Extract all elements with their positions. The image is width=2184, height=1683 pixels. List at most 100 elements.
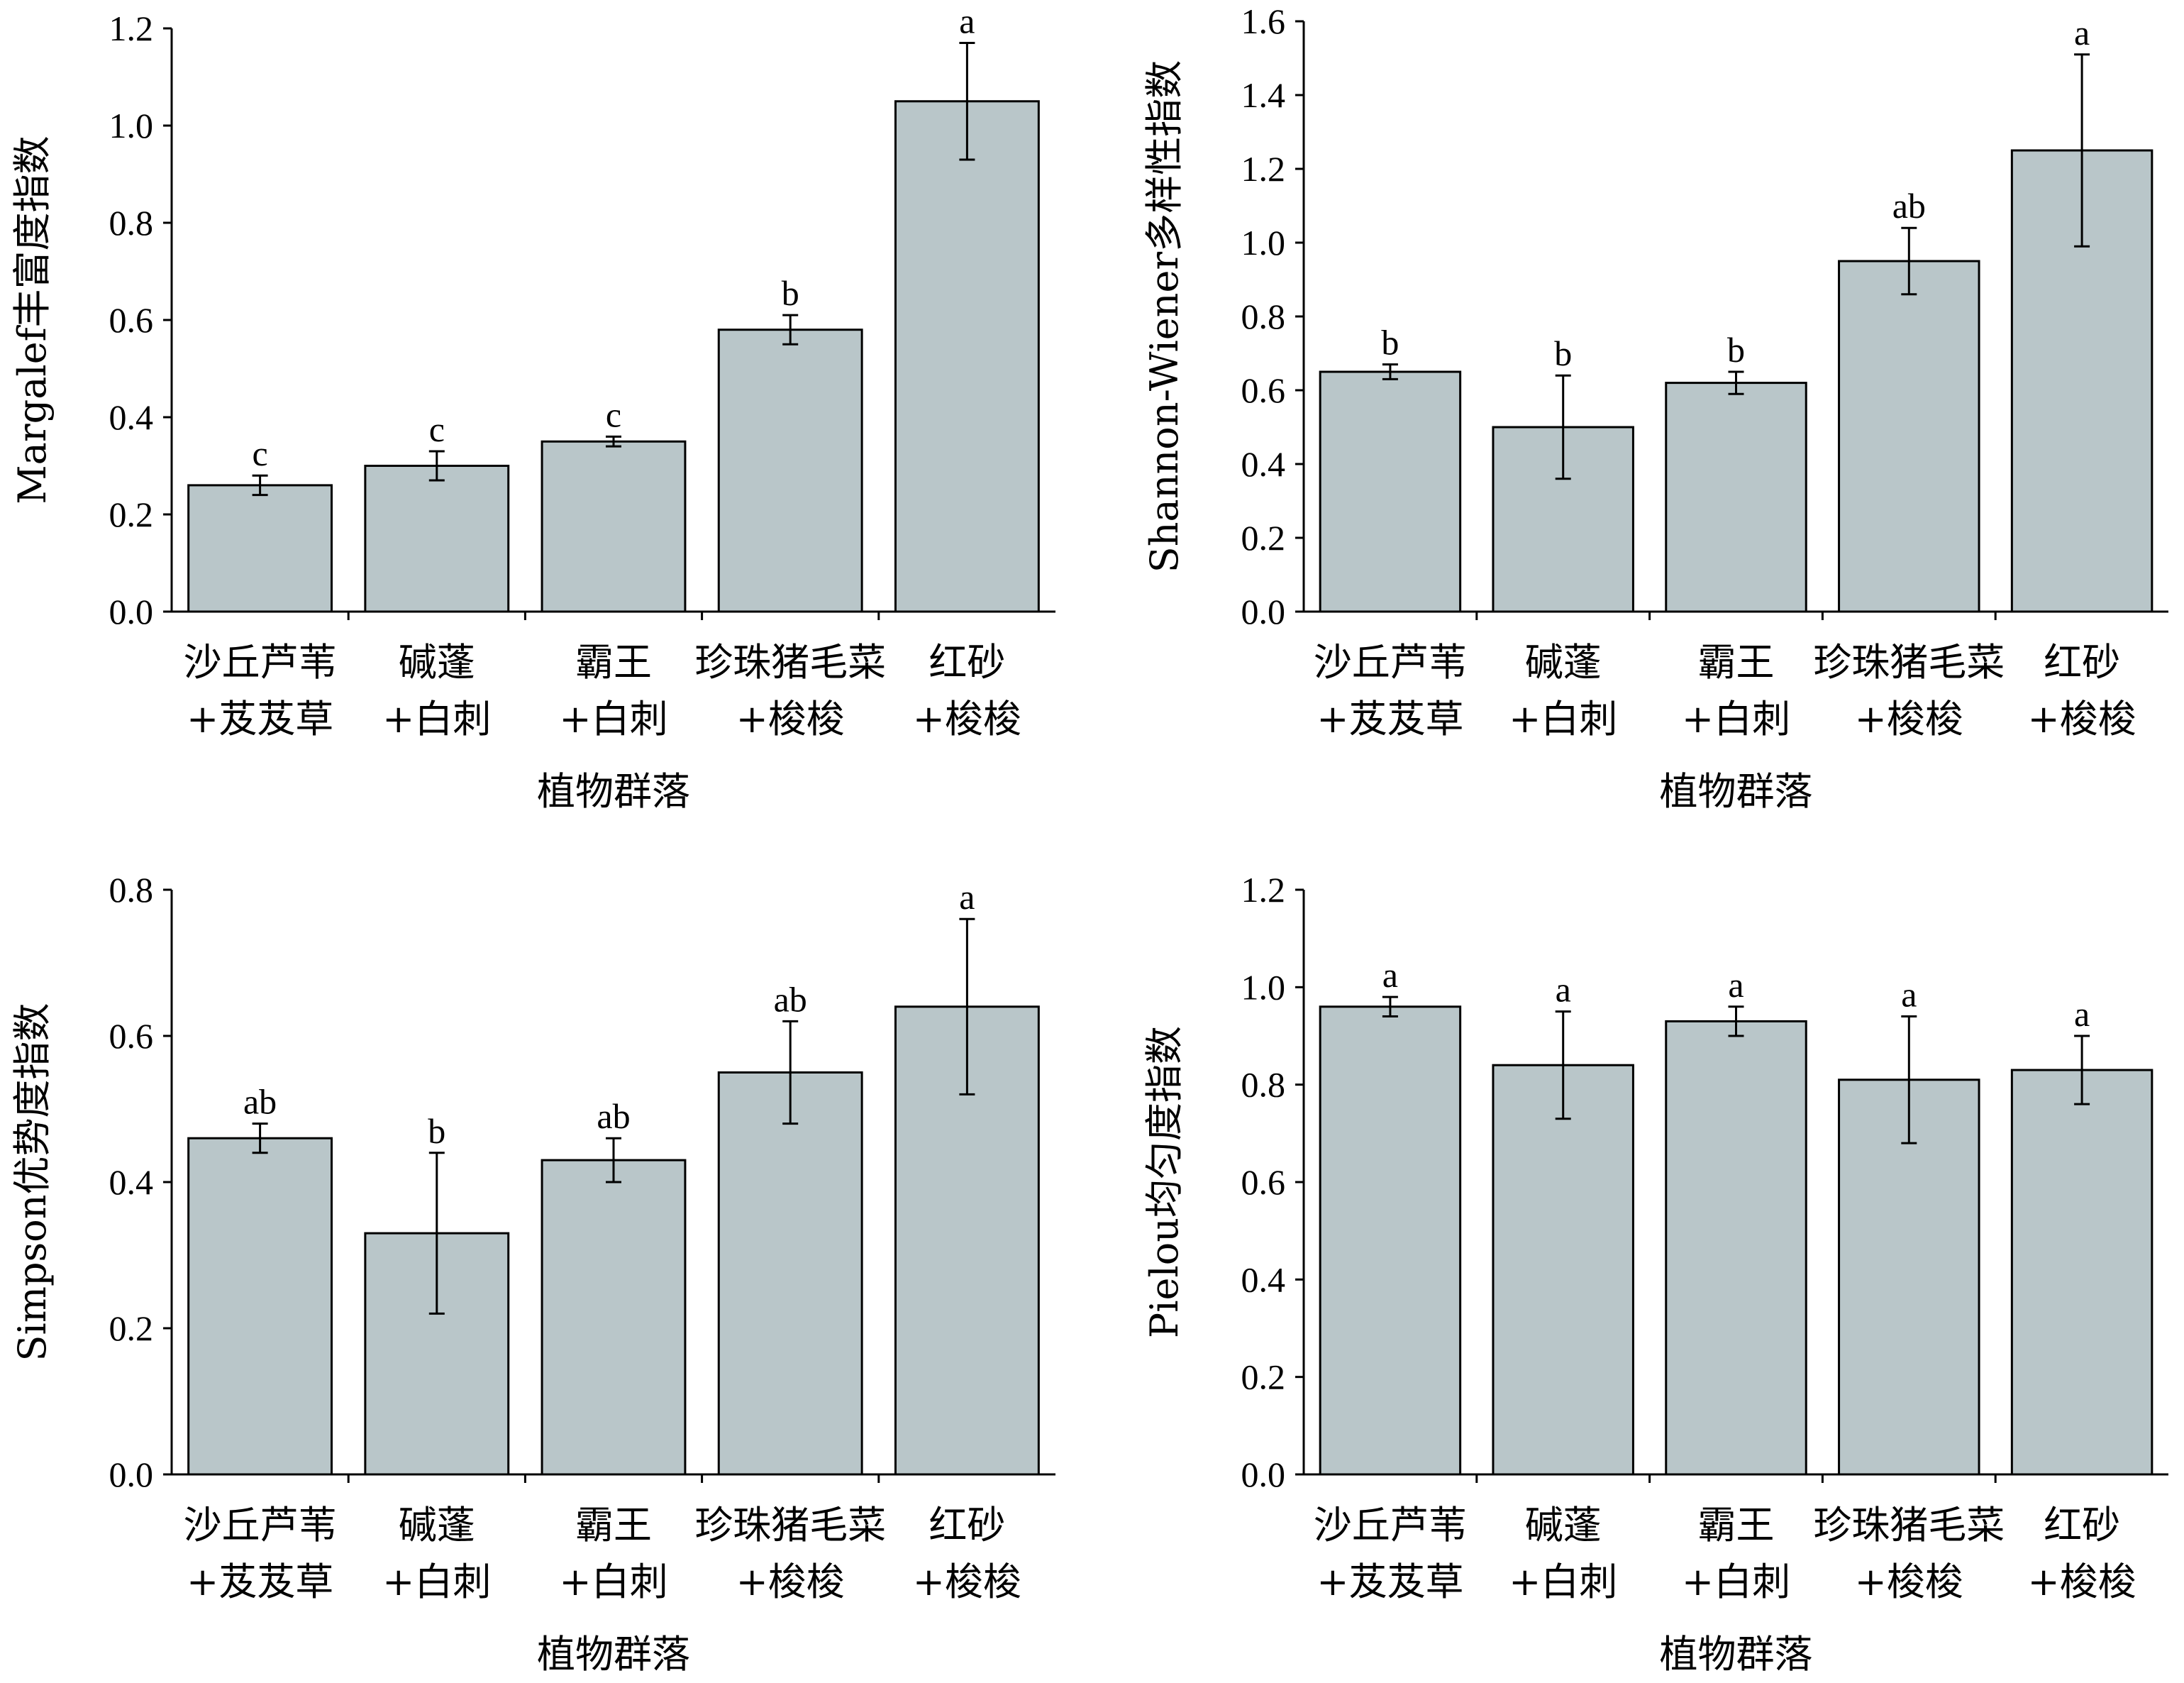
error-bar-simpson-4	[959, 917, 975, 1096]
y-tick-label-shannon-wiener-8: 1.6	[1241, 1, 1286, 41]
x-axis-title-shannon-wiener: 植物群落	[1660, 769, 1813, 814]
category-label-simpson-1-1: +白刺	[382, 1560, 491, 1604]
significance-label-simpson-4: a	[959, 877, 975, 917]
significance-label-shannon-wiener-1: b	[1554, 333, 1572, 373]
bar-margalef-0	[187, 484, 333, 613]
category-label-simpson-0-1: +芨芨草	[187, 1560, 333, 1604]
chart-panel-simpson: ab 沙丘芦苇 +芨芨草 b 碱蓬 +白刺 ab 霸王 +白刺 ab 珍珠猪毛菜 +梭梭 a 红砂 +梭梭 0…	[10, 870, 1055, 1677]
y-tick-label-pielou-2: 0.4	[1241, 1259, 1286, 1299]
category-label-pielou-4-0: 红砂	[2044, 1503, 2120, 1547]
error-bar-shannon-wiener-0	[1382, 363, 1398, 380]
y-tick-label-margalef-5: 1.0	[109, 106, 154, 145]
error-bar-shannon-wiener-4	[2074, 53, 2090, 248]
error-bar-pielou-3	[1901, 1015, 1917, 1144]
category-label-margalef-2-0: 霸王	[575, 640, 652, 685]
y-tick-label-simpson-0: 0.0	[109, 1455, 154, 1494]
bar-pielou-3	[1838, 1078, 1980, 1476]
category-label-shannon-wiener-2-0: 霸王	[1698, 640, 1775, 685]
significance-label-shannon-wiener-3: ab	[1892, 186, 1926, 226]
bar-pielou-1	[1492, 1064, 1634, 1476]
y-tick-label-simpson-2: 0.4	[109, 1162, 154, 1202]
y-tick-label-margalef-6: 1.2	[109, 9, 154, 48]
bar-pielou-2	[1665, 1020, 1807, 1476]
bar-simpson-0	[187, 1137, 333, 1476]
y-tick-label-margalef-0: 0.0	[109, 592, 154, 631]
significance-label-margalef-1: c	[429, 409, 445, 449]
significance-label-shannon-wiener-0: b	[1381, 323, 1399, 363]
y-axis-title-shannon-wiener: Shannon-Wiener多样性指数	[1142, 60, 1187, 573]
category-label-simpson-3-0: 珍珠猪毛菜	[694, 1503, 886, 1547]
bar-margalef-3	[717, 329, 863, 613]
category-label-simpson-4-1: +梭梭	[913, 1560, 1021, 1604]
category-label-shannon-wiener-4-1: +梭梭	[2027, 697, 2136, 741]
bar-pielou-0	[1319, 1005, 1462, 1476]
error-bar-shannon-wiener-3	[1901, 226, 1917, 296]
y-tick-label-margalef-2: 0.4	[109, 397, 154, 437]
category-label-pielou-4-1: +梭梭	[2027, 1560, 2136, 1604]
y-tick-label-margalef-4: 0.8	[109, 203, 154, 243]
category-label-shannon-wiener-1-0: 碱蓬	[1525, 640, 1602, 685]
error-bar-shannon-wiener-2	[1728, 370, 1744, 395]
category-label-simpson-2-0: 霸王	[575, 1503, 652, 1547]
significance-label-margalef-2: c	[606, 394, 621, 434]
category-label-pielou-2-1: +白刺	[1682, 1560, 1790, 1604]
significance-label-simpson-0: ab	[243, 1082, 277, 1122]
y-tick-label-shannon-wiener-7: 1.4	[1241, 75, 1286, 115]
y-tick-label-shannon-wiener-3: 0.6	[1241, 370, 1286, 410]
y-tick-label-shannon-wiener-6: 1.2	[1241, 149, 1286, 189]
significance-label-margalef-3: b	[782, 273, 799, 313]
bar-shannon-wiener-0	[1319, 370, 1462, 613]
error-bar-pielou-0	[1382, 995, 1398, 1018]
error-bar-simpson-1	[428, 1152, 445, 1315]
error-bar-margalef-0	[252, 474, 268, 497]
category-label-simpson-3-1: +梭梭	[736, 1560, 845, 1604]
y-tick-label-pielou-0: 0.0	[1241, 1455, 1286, 1494]
y-axis-title-simpson: Simpson优势度指数	[10, 1003, 55, 1361]
category-label-margalef-0-1: +芨芨草	[187, 697, 333, 741]
y-tick-label-shannon-wiener-5: 1.0	[1241, 223, 1286, 263]
y-axis-title-pielou: Pielou均匀度指数	[1142, 1026, 1187, 1338]
y-tick-label-shannon-wiener-1: 0.2	[1241, 518, 1286, 558]
significance-label-margalef-4: a	[959, 1, 975, 41]
error-bar-shannon-wiener-1	[1555, 374, 1571, 480]
category-label-margalef-3-1: +梭梭	[736, 697, 845, 741]
error-bar-margalef-2	[606, 435, 621, 448]
category-label-margalef-3-0: 珍珠猪毛菜	[694, 640, 886, 685]
y-tick-label-simpson-3: 0.6	[109, 1016, 154, 1056]
y-tick-label-pielou-1: 0.2	[1241, 1357, 1286, 1397]
significance-label-simpson-1: b	[428, 1111, 445, 1151]
bar-shannon-wiener-3	[1838, 260, 1980, 613]
category-label-shannon-wiener-2-1: +白刺	[1682, 697, 1790, 741]
y-tick-label-simpson-4: 0.8	[109, 870, 154, 910]
y-tick-label-margalef-3: 0.6	[109, 300, 154, 340]
category-label-shannon-wiener-0-0: 沙丘芦苇	[1314, 640, 1467, 685]
significance-label-simpson-3: ab	[774, 979, 807, 1019]
y-tick-label-pielou-4: 0.8	[1241, 1065, 1286, 1105]
category-label-shannon-wiener-4-0: 红砂	[2044, 640, 2120, 685]
error-bar-pielou-2	[1728, 1005, 1744, 1037]
category-label-margalef-1-1: +白刺	[382, 697, 491, 741]
error-bar-margalef-3	[782, 314, 799, 346]
y-tick-label-shannon-wiener-2: 0.4	[1241, 444, 1286, 484]
category-label-pielou-1-0: 碱蓬	[1525, 1503, 1602, 1547]
error-bar-margalef-4	[959, 42, 975, 161]
category-label-pielou-3-0: 珍珠猪毛菜	[1813, 1503, 2005, 1547]
error-bar-margalef-1	[428, 450, 445, 482]
category-label-pielou-3-1: +梭梭	[1855, 1560, 1963, 1604]
significance-label-pielou-4: a	[2074, 994, 2090, 1034]
significance-label-margalef-0: c	[252, 434, 267, 473]
bar-simpson-2	[541, 1159, 687, 1476]
significance-label-shannon-wiener-4: a	[2074, 13, 2090, 53]
category-label-simpson-2-1: +白刺	[559, 1560, 667, 1604]
bar-simpson-3	[717, 1071, 863, 1476]
category-label-pielou-0-1: +芨芨草	[1317, 1560, 1463, 1604]
error-bar-pielou-4	[2074, 1034, 2090, 1105]
bar-margalef-1	[364, 465, 510, 613]
bar-pielou-4	[2010, 1069, 2153, 1476]
y-tick-label-simpson-1: 0.2	[109, 1308, 154, 1348]
category-label-pielou-1-1: +白刺	[1509, 1560, 1617, 1604]
significance-label-shannon-wiener-2: b	[1727, 330, 1745, 370]
category-label-simpson-4-0: 红砂	[929, 1503, 1005, 1547]
error-bar-simpson-2	[606, 1137, 621, 1183]
